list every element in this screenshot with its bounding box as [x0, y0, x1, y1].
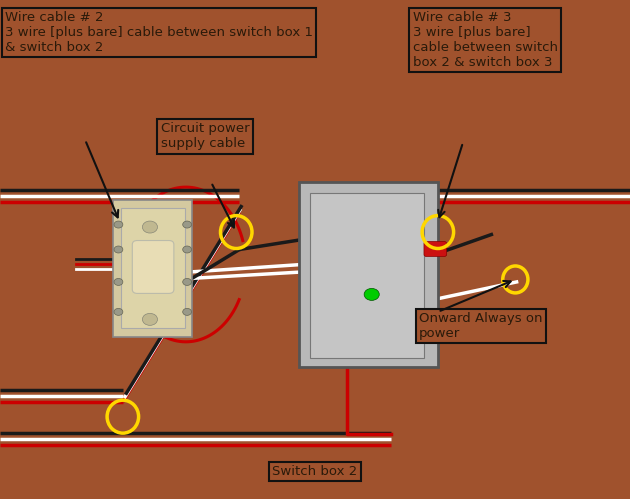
FancyBboxPatch shape	[424, 242, 447, 256]
FancyBboxPatch shape	[121, 208, 185, 328]
Text: Circuit power
supply cable: Circuit power supply cable	[161, 122, 249, 150]
Circle shape	[114, 221, 123, 228]
Text: Onward Always on
power: Onward Always on power	[419, 312, 542, 340]
FancyBboxPatch shape	[424, 309, 447, 324]
FancyBboxPatch shape	[113, 200, 192, 337]
Circle shape	[142, 221, 158, 233]
Text: Switch box 2: Switch box 2	[272, 465, 358, 478]
Circle shape	[183, 308, 192, 315]
FancyBboxPatch shape	[299, 182, 438, 367]
Circle shape	[183, 246, 192, 253]
Circle shape	[114, 308, 123, 315]
Circle shape	[114, 278, 123, 285]
FancyBboxPatch shape	[310, 193, 424, 358]
Circle shape	[114, 246, 123, 253]
Circle shape	[142, 313, 158, 325]
Circle shape	[183, 278, 192, 285]
Text: Wire cable # 2
3 wire [plus bare] cable between switch box 1
& switch box 2: Wire cable # 2 3 wire [plus bare] cable …	[5, 11, 313, 54]
Circle shape	[364, 288, 379, 300]
Text: Wire cable # 3
3 wire [plus bare]
cable between switch
box 2 & switch box 3: Wire cable # 3 3 wire [plus bare] cable …	[413, 11, 558, 69]
Circle shape	[183, 221, 192, 228]
FancyBboxPatch shape	[132, 241, 174, 293]
